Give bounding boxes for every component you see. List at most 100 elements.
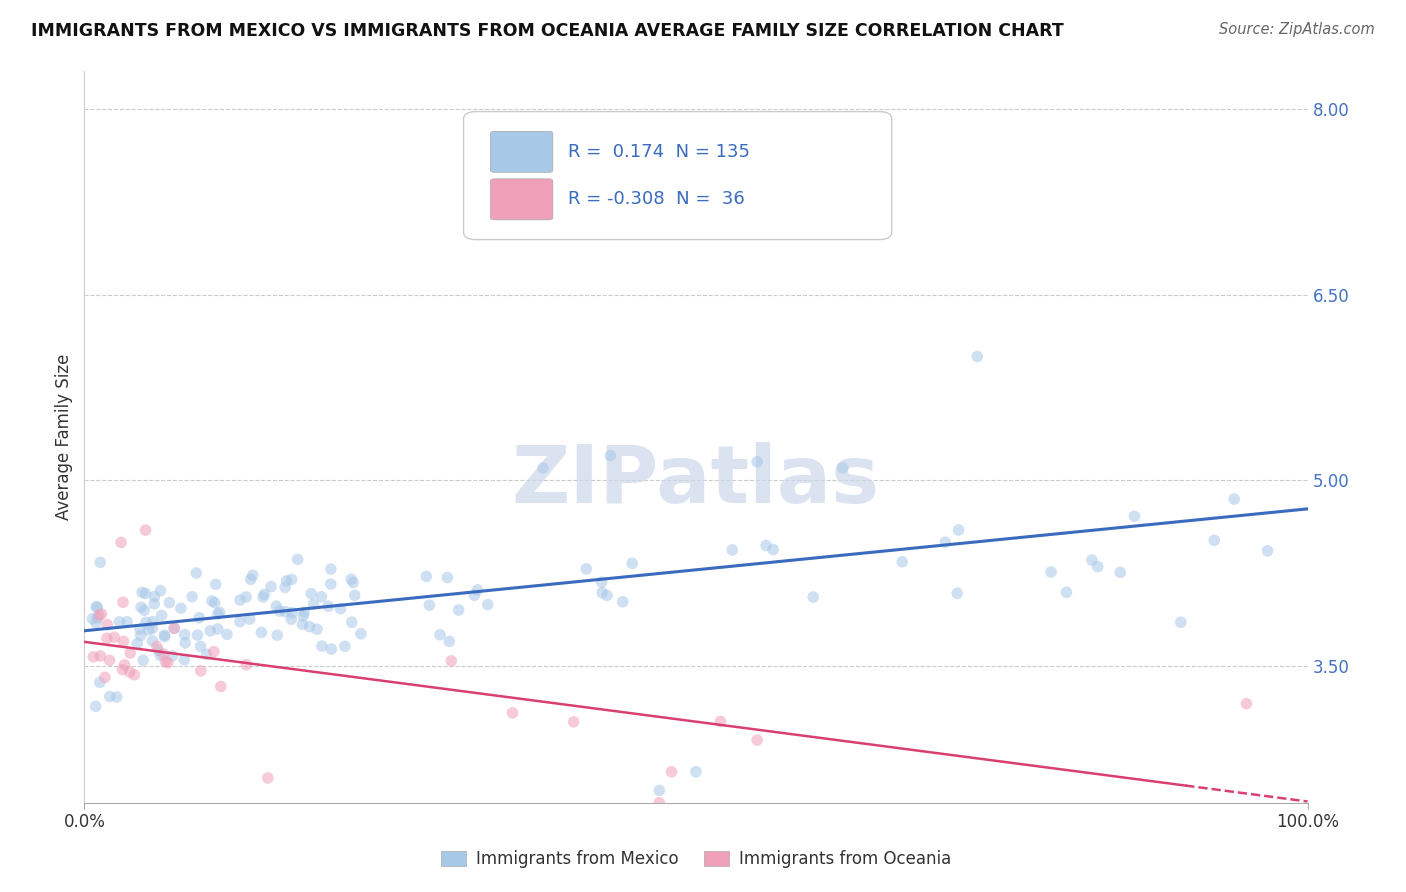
Point (94, 670, 117, 684)
Point (157, 596, 180, 610)
Point (1087, 559, 1109, 574)
Point (146, 640, 169, 654)
Point (235, 657, 257, 672)
Point (135, 615, 157, 630)
Point (1056, 585, 1078, 599)
Point (174, 636, 197, 650)
Point (276, 574, 298, 588)
Point (709, 714, 731, 729)
Point (502, 706, 524, 720)
Point (274, 580, 297, 594)
Point (477, 598, 499, 612)
Point (163, 621, 186, 635)
Point (291, 617, 314, 632)
Point (215, 627, 238, 641)
Point (934, 535, 956, 549)
Point (319, 577, 342, 591)
Point (439, 634, 461, 648)
Point (531, 461, 554, 475)
Point (138, 623, 160, 637)
Point (599, 449, 621, 463)
Point (142, 615, 165, 629)
Point (86, 600, 108, 615)
Point (162, 648, 184, 663)
Point (1204, 533, 1226, 548)
Point (298, 619, 321, 633)
Point (112, 634, 135, 648)
Point (118, 665, 141, 679)
Point (266, 628, 288, 642)
Point (190, 640, 212, 654)
Point (1040, 565, 1063, 579)
Point (966, 350, 988, 364)
Point (86, 611, 108, 625)
Point (575, 562, 598, 576)
Point (281, 606, 304, 620)
Point (105, 690, 128, 704)
Point (153, 628, 176, 642)
Point (287, 552, 309, 566)
Point (280, 573, 302, 587)
Point (343, 588, 366, 602)
Point (238, 612, 260, 626)
Point (415, 569, 437, 583)
Point (129, 622, 152, 636)
Point (260, 580, 283, 594)
Point (591, 575, 613, 590)
Point (235, 590, 257, 604)
Point (1109, 566, 1132, 580)
Point (98, 653, 121, 667)
Text: R =  0.174  N = 135: R = 0.174 N = 135 (568, 143, 749, 161)
Point (108, 615, 131, 629)
Point (229, 615, 252, 629)
Text: IMMIGRANTS FROM MEXICO VS IMMIGRANTS FROM OCEANIA AVERAGE FAMILY SIZE CORRELATIO: IMMIGRANTS FROM MEXICO VS IMMIGRANTS FRO… (31, 22, 1064, 40)
Point (111, 595, 134, 609)
Point (1257, 544, 1279, 558)
Point (463, 588, 485, 602)
Point (186, 566, 208, 580)
Point (429, 628, 451, 642)
Point (143, 590, 166, 604)
Point (84, 599, 107, 614)
Point (124, 668, 146, 682)
Point (436, 570, 458, 584)
Point (96, 617, 118, 632)
Point (1081, 553, 1104, 567)
Point (747, 455, 769, 469)
Point (114, 657, 136, 672)
Point (115, 615, 138, 629)
Point (612, 595, 634, 609)
Point (801, 590, 824, 604)
Point (96, 632, 118, 646)
Point (239, 572, 262, 586)
Point (319, 562, 342, 576)
Point (318, 599, 340, 614)
Point (869, 213, 891, 227)
Point (762, 542, 785, 557)
Point (149, 583, 172, 598)
Legend: Immigrants from Mexico, Immigrants from Oceania: Immigrants from Mexico, Immigrants from … (434, 844, 957, 875)
Point (84, 699, 107, 714)
Text: ZIPatlas: ZIPatlas (512, 442, 880, 520)
Point (562, 714, 585, 729)
Point (831, 461, 853, 475)
Point (156, 656, 179, 670)
Point (440, 654, 463, 668)
FancyBboxPatch shape (491, 131, 553, 172)
Point (134, 586, 156, 600)
Point (321, 642, 343, 657)
Point (87, 608, 110, 623)
Point (946, 586, 969, 600)
Point (311, 639, 333, 653)
Point (173, 627, 195, 641)
Point (202, 645, 225, 659)
Point (181, 590, 204, 604)
Point (129, 600, 152, 615)
Point (207, 622, 229, 636)
Point (188, 611, 211, 625)
Point (163, 621, 186, 635)
Point (132, 653, 155, 667)
Point (153, 630, 176, 644)
Point (82, 649, 104, 664)
Point (90, 607, 112, 621)
